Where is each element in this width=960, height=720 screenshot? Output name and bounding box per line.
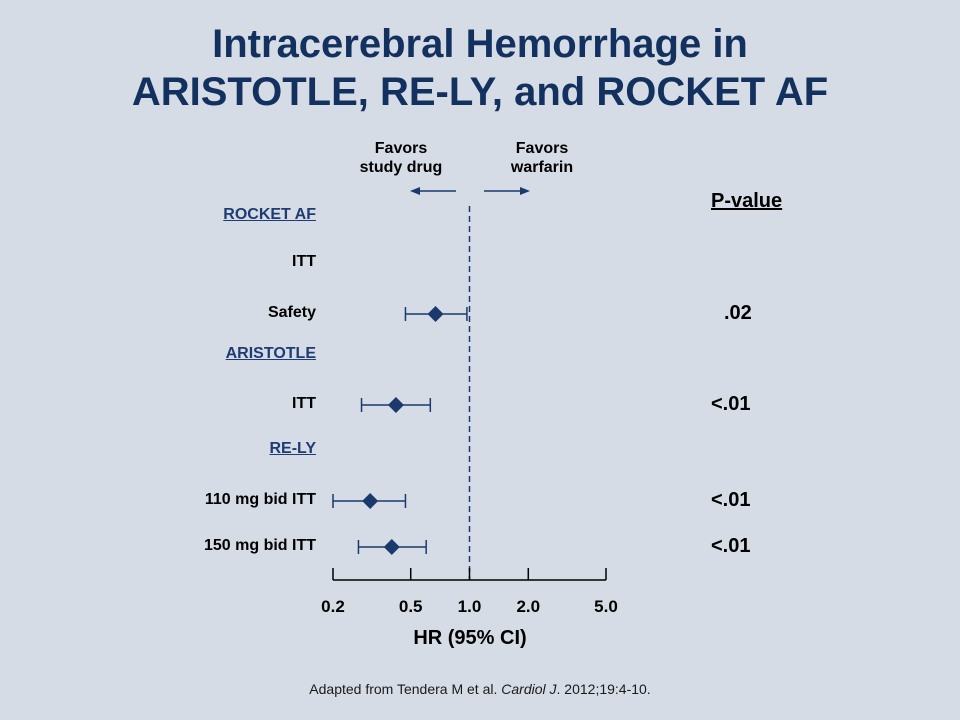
row-label: ITT	[292, 395, 316, 412]
source-prefix: Adapted from Tendera M et al.	[309, 681, 502, 697]
x-tick-label: 0.5	[398, 597, 423, 616]
x-tick-label: 1.0	[457, 597, 482, 616]
forest-marks	[332, 306, 468, 555]
pvalue-header: P-value	[711, 190, 783, 212]
x-tick-label: 0.2	[321, 597, 345, 616]
hr-diamond	[427, 306, 444, 322]
hr-diamond	[362, 493, 379, 509]
p-value: .02	[724, 302, 752, 324]
section-label: ARISTOTLE	[225, 345, 316, 362]
title-line-2: ARISTOTLE, RE-LY, and ROCKET AF	[131, 70, 829, 114]
source-suffix: . 2012;19:4-10.	[556, 681, 651, 697]
favors-study-drug-line-2: study drug	[359, 159, 443, 176]
x-tick-label: 2.0	[516, 597, 541, 616]
section-label: ROCKET AF	[223, 206, 316, 223]
source-journal: Cardiol J	[501, 681, 557, 697]
favors-warfarin-line-1: Favors	[515, 140, 569, 157]
source-citation: Adapted from Tendera M et al. Cardiol J.…	[0, 681, 960, 697]
hr-diamond	[383, 539, 400, 555]
favors-warfarin-line-2: warfarin	[510, 159, 574, 176]
x-axis-title: HR (95% CI)	[413, 627, 527, 649]
title-line-1: Intracerebral Hemorrhage in	[212, 22, 748, 66]
favors-warfarin-label: Favors warfarin	[482, 139, 602, 177]
section-label: RE-LY	[269, 440, 316, 457]
left-arrow-head-icon	[410, 187, 420, 195]
right-arrow-head-icon	[520, 187, 530, 195]
favors-study-drug-line-1: Favors	[374, 140, 428, 157]
p-value: <.01	[711, 393, 751, 415]
row-label: 110 mg bid ITT	[204, 491, 316, 508]
x-axis-ticks	[332, 568, 607, 580]
p-value: <.01	[711, 489, 751, 511]
row-label: ITT	[292, 253, 316, 270]
favors-study-drug-label: Favors study drug	[340, 139, 462, 177]
p-value: <.01	[711, 535, 751, 557]
row-label: Safety	[267, 304, 316, 321]
row-label: 150 mg bid ITT	[203, 537, 316, 554]
slide-title: Intracerebral Hemorrhage in ARISTOTLE, R…	[0, 20, 960, 116]
hr-diamond	[387, 397, 404, 413]
x-tick-label: 5.0	[594, 597, 618, 616]
